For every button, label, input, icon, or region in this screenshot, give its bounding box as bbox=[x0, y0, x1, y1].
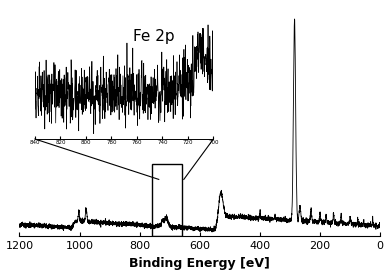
Text: Fe 2p: Fe 2p bbox=[133, 29, 175, 44]
X-axis label: Binding Energy [eV]: Binding Energy [eV] bbox=[129, 257, 270, 270]
Bar bbox=[152, 164, 182, 236]
